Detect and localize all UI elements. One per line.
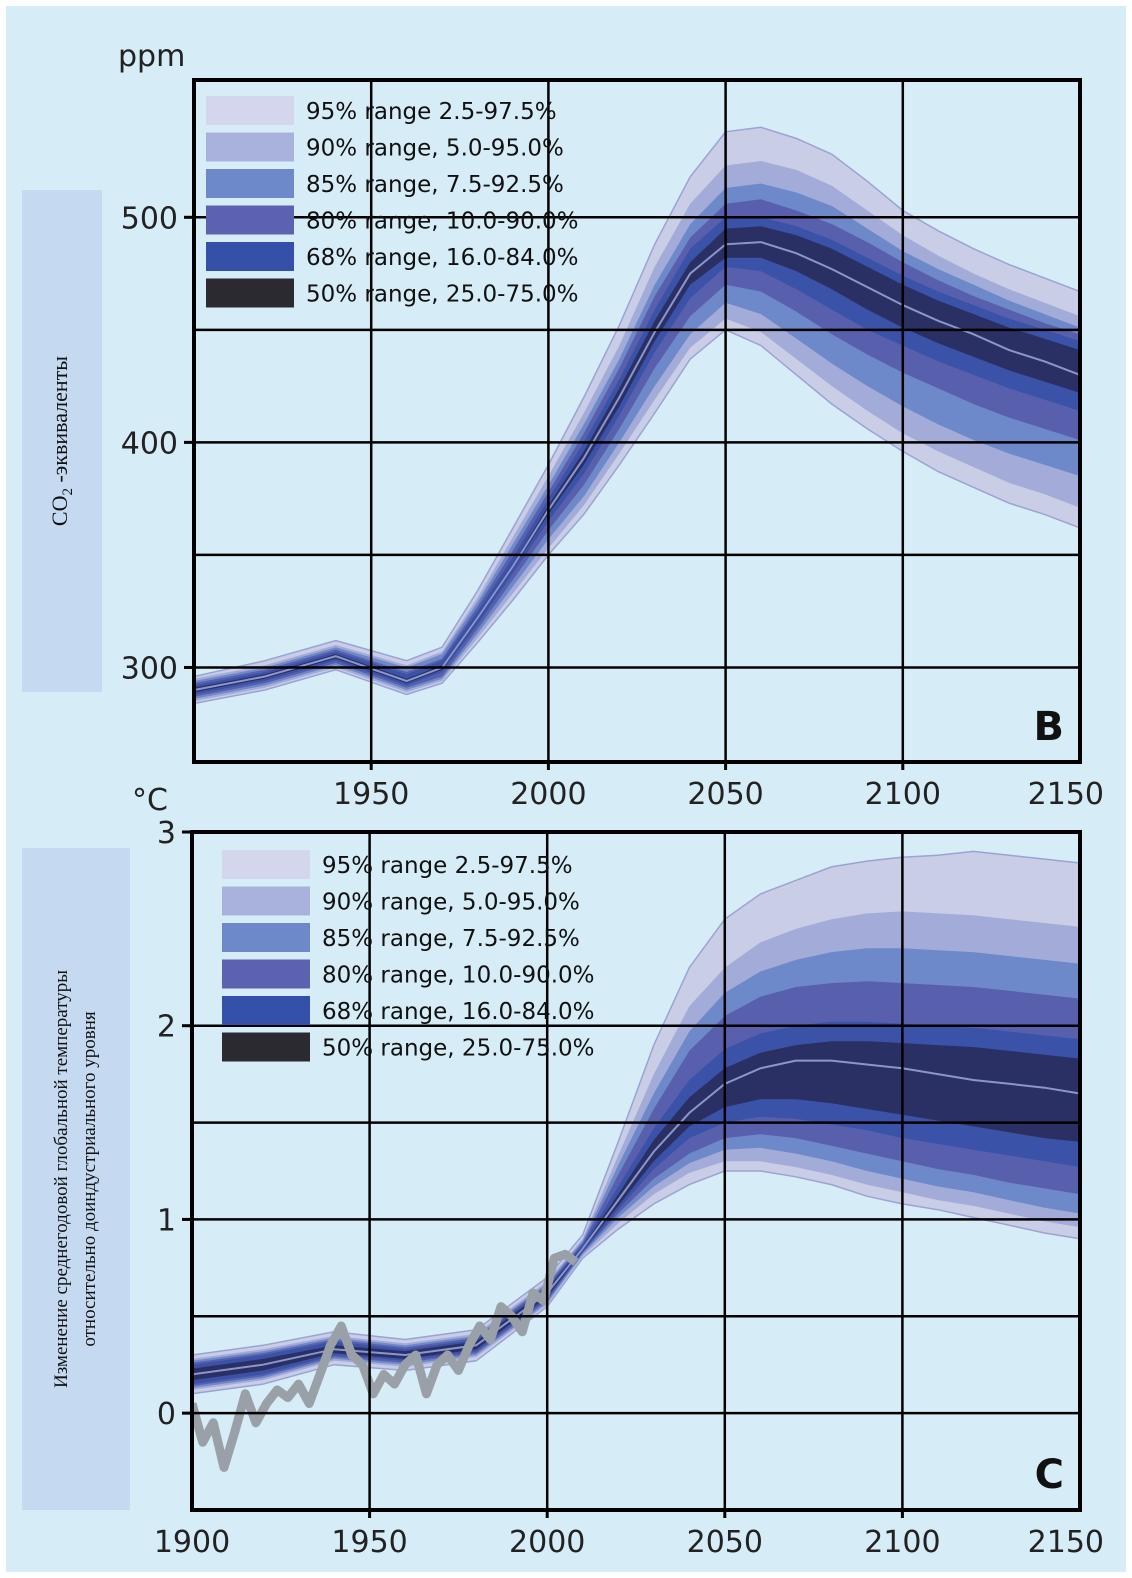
x-tick-label: 2150 (1028, 1525, 1104, 1560)
legend-swatch (206, 242, 294, 271)
band-50pct (192, 1041, 1080, 1381)
median-line (194, 241, 1080, 691)
figure: CO2 -эквиваленты Изменение среднегодовой… (6, 6, 1126, 1572)
ylabel-box-co2: CO2 -эквиваленты (22, 190, 102, 692)
charts-svg: 300 400 500 1950 2000 2050 2100 2150 ppm 95% rang… (118, 39, 1104, 1560)
plot-frame (192, 78, 1082, 764)
x-tick-label: 2000 (510, 777, 586, 812)
x-tick-label: 1950 (331, 1525, 407, 1560)
legend-label: 80% range, 10.0-90.0% (322, 963, 595, 989)
legend-label: 50% range, 25.0-75.0% (322, 1036, 595, 1062)
x-tick-label: 2150 (1028, 777, 1104, 812)
legend-swatch (222, 850, 310, 879)
y-tick-label: 400 (121, 426, 178, 461)
x-tick-label: 2100 (864, 1525, 940, 1560)
legend-swatch (222, 1032, 310, 1062)
legend-label: 95% range 2.5-97.5% (322, 853, 573, 879)
x-tick-label: 2050 (687, 777, 763, 812)
chart-panel-b: 300 400 500 1950 2000 2050 2100 2150 ppm 95% rang… (118, 39, 1104, 812)
legend-label: 85% range, 7.5-92.5% (306, 172, 564, 198)
legend-label: 85% range, 7.5-92.5% (322, 926, 580, 952)
legend-swatch (222, 923, 310, 952)
legend-swatch (206, 169, 294, 198)
unit-label-ppm: ppm (118, 39, 185, 74)
legend-label: 68% range, 16.0-84.0% (306, 245, 579, 271)
legend-swatch (206, 132, 294, 162)
legend-label: 50% range, 25.0-75.0% (306, 282, 579, 308)
legend-swatch (206, 205, 294, 235)
legend-swatch (206, 96, 294, 125)
chart-panel-c: 0 1 2 3 1900 1950 2000 2050 2100 2150 °C 95% range … (132, 783, 1104, 1560)
legend-label: 80% range, 10.0-90.0% (306, 209, 579, 235)
legend: 95% range 2.5-97.5% 90% range, 5.0-95.0% 8… (206, 96, 579, 308)
band-68pct (192, 1021, 1080, 1385)
legend-swatch (222, 996, 310, 1025)
y-tick-label: 0 (157, 1397, 176, 1432)
x-tick-label: 2100 (865, 777, 941, 812)
y-tick-label: 1 (157, 1203, 176, 1238)
plot-area (194, 126, 1080, 705)
legend-swatch (222, 886, 310, 916)
y-tick-label: 500 (121, 201, 178, 236)
x-tick-label: 2000 (509, 1525, 585, 1560)
y-tick-label: 2 (157, 1010, 176, 1045)
legend-label: 90% range, 5.0-95.0% (306, 136, 564, 162)
unit-label-celsius: °C (132, 783, 168, 818)
legend-swatch (206, 278, 294, 308)
x-tick-label: 1900 (154, 1525, 230, 1560)
legend-label: 90% range, 5.0-95.0% (322, 890, 580, 916)
panel-letter: C (1035, 1452, 1064, 1498)
panel-letter: B (1034, 704, 1065, 750)
y-tick-label: 3 (157, 816, 176, 851)
legend: 95% range 2.5-97.5% 90% range, 5.0-95.0% 8… (222, 850, 595, 1062)
y-tick-label: 300 (121, 651, 178, 686)
legend-swatch (222, 959, 310, 989)
x-tick-label: 2050 (687, 1525, 763, 1560)
legend-label: 95% range 2.5-97.5% (306, 99, 557, 125)
plot-frame (190, 830, 1082, 1512)
ylabel-box-temperature: Изменение среднегодовой глобальной темпе… (22, 848, 130, 1510)
legend-label: 68% range, 16.0-84.0% (322, 999, 595, 1025)
x-tick-label: 1950 (333, 777, 409, 812)
